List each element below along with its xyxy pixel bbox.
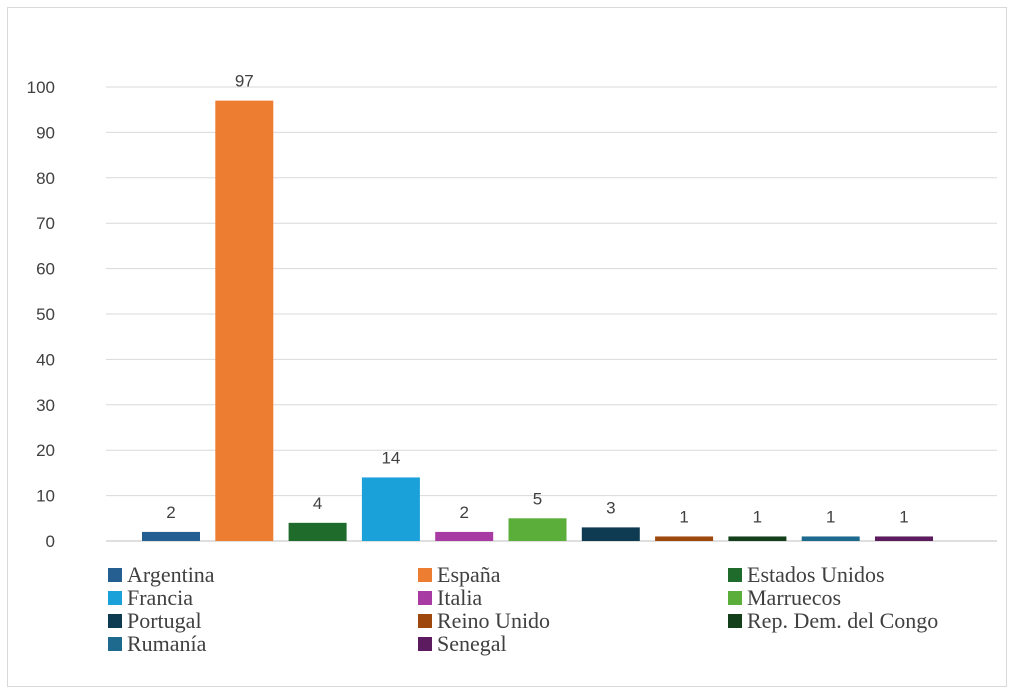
legend-label: Reino Unido	[437, 607, 551, 633]
legend-swatch	[108, 636, 122, 651]
legend-swatch	[108, 567, 122, 582]
y-tick-label: 80	[36, 169, 55, 188]
data-label: 4	[313, 494, 322, 513]
y-tick-label: 40	[36, 350, 55, 369]
bar-argentina	[142, 531, 200, 541]
legend-item: Portugal	[108, 607, 418, 633]
legend-swatch	[418, 636, 432, 651]
legend-swatch	[108, 590, 122, 605]
data-label: 5	[533, 489, 542, 508]
data-label: 3	[606, 498, 615, 517]
y-tick-label: 20	[36, 441, 55, 460]
y-tick-label: 50	[36, 305, 55, 324]
y-tick-label: 10	[36, 487, 55, 506]
y-tick-label: 70	[36, 214, 55, 233]
y-tick-label: 60	[36, 260, 55, 279]
data-label: 2	[459, 503, 468, 522]
legend-label: Francia	[127, 584, 193, 610]
data-label: 1	[899, 507, 908, 526]
legend-swatch	[728, 613, 742, 628]
legend-item: Francia	[108, 584, 418, 610]
bar-espa-a	[215, 100, 274, 542]
data-label: 14	[381, 448, 400, 467]
legend-swatch	[418, 567, 432, 582]
legend-item: Estados Unidos	[728, 561, 988, 587]
legend-label: Italia	[437, 584, 483, 610]
bar-francia	[361, 477, 420, 541]
bar-senegal	[875, 536, 933, 541]
data-label: 1	[679, 507, 688, 526]
legend-item: Reino Unido	[418, 607, 728, 633]
legend-label: Portugal	[127, 607, 202, 633]
data-label: 97	[235, 72, 254, 91]
y-tick-label: 30	[36, 396, 55, 415]
legend-item: Argentina	[108, 561, 418, 587]
data-label: 2	[166, 503, 175, 522]
y-axis-ticks: 0 10 20 30 40 50 60 70 80 90 100	[27, 78, 55, 551]
bar-portugal	[581, 527, 640, 541]
legend-swatch	[418, 613, 432, 628]
legend-swatch	[418, 590, 432, 605]
legend-label: Estados Unidos	[747, 561, 885, 587]
bar-ruman-a	[801, 536, 860, 541]
legend-item: España	[418, 561, 728, 587]
bar-estados-unidos	[288, 522, 347, 541]
legend-item: Italia	[418, 584, 728, 610]
bar-reino-unido	[655, 536, 714, 541]
legend-item: Senegal	[418, 630, 728, 656]
data-label: 1	[753, 507, 762, 526]
legend-label: Rep. Dem. del Congo	[747, 607, 939, 633]
legend-item: Rep. Dem. del Congo	[728, 607, 988, 633]
legend-swatch	[728, 567, 742, 582]
legend-label: Marruecos	[747, 584, 842, 610]
legend: Argentina España Estados Unidos Francia Ital…	[108, 561, 988, 656]
legend-label: Argentina	[127, 561, 215, 587]
bar-rep-dem-del-congo	[728, 536, 787, 541]
y-tick-label: 90	[36, 123, 55, 142]
legend-item: Marruecos	[728, 584, 988, 610]
chart-frame	[7, 7, 1007, 687]
bar-marruecos	[508, 518, 567, 541]
y-tick-label: 100	[27, 78, 55, 97]
y-tick-label: 0	[46, 532, 55, 551]
bar-italia	[435, 531, 494, 541]
bars	[142, 100, 933, 542]
legend-label: España	[437, 561, 501, 587]
legend-item: Rumanía	[108, 630, 418, 656]
legend-label: Senegal	[437, 630, 507, 656]
data-labels: 2 97 4 14 2 5 3 1 1 1 1	[166, 72, 908, 527]
legend-label: Rumanía	[127, 630, 207, 656]
legend-swatch	[728, 590, 742, 605]
data-label: 1	[826, 507, 835, 526]
legend-swatch	[108, 613, 122, 628]
